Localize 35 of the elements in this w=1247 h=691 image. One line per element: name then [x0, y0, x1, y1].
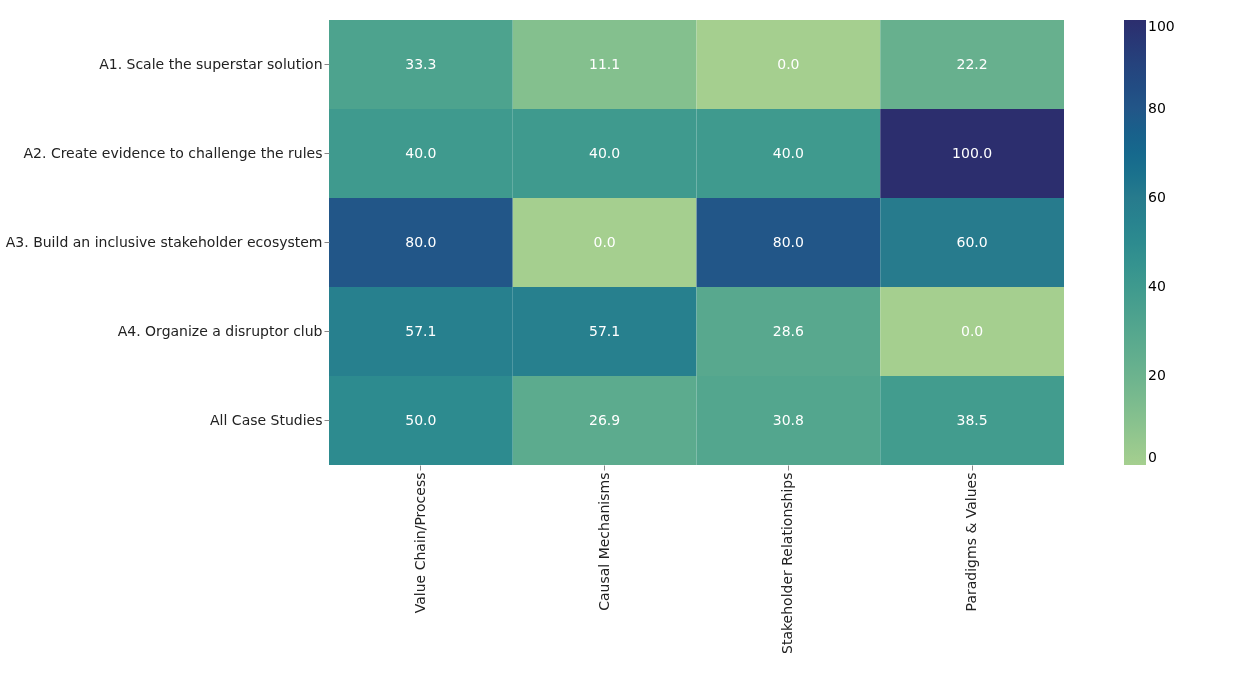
data-label: 30.8	[772, 411, 804, 428]
color-bar-label: 0	[1148, 449, 1157, 465]
y-tick-label: All Case Studies	[210, 411, 323, 428]
data-label: 80.0	[772, 233, 804, 250]
color-bar-label: 20	[1148, 367, 1166, 383]
data-label: 50.0	[405, 411, 437, 428]
color-bar-label: 60	[1148, 189, 1166, 205]
x-tick-label: Paradigms & Values	[963, 472, 980, 612]
color-bar-label: 80	[1148, 100, 1166, 116]
x-tick-label: Causal Mechanisms	[595, 472, 612, 611]
y-tick-label: A3. Build an inclusive stakeholder ecosystem	[5, 233, 323, 250]
data-label: 40.0	[772, 144, 804, 161]
x-tick-label: Value Chain/Process	[411, 472, 428, 614]
data-label: 0.0	[593, 233, 616, 250]
color-bar-label: 40	[1148, 278, 1166, 294]
data-label: 57.1	[589, 322, 621, 339]
y-tick-label: A4. Organize a disruptor club	[117, 322, 323, 339]
data-label: 100.0	[952, 144, 993, 161]
data-label: 60.0	[956, 233, 988, 250]
data-label: 57.1	[405, 322, 437, 339]
data-label: 28.6	[772, 322, 805, 339]
data-label: 0.0	[777, 55, 800, 72]
data-label: 80.0	[405, 233, 437, 250]
data-label: 40.0	[405, 144, 437, 161]
data-label: 33.3	[405, 55, 437, 72]
data-label: 22.2	[956, 55, 988, 72]
y-tick-label: A2. Create evidence to challenge the rules	[23, 144, 323, 161]
data-label: 26.9	[589, 411, 621, 428]
y-tick-label: A1. Scale the superstar solution	[99, 55, 323, 72]
data-label: 38.5	[956, 411, 988, 428]
data-label: 0.0	[960, 322, 984, 339]
data-label: 40.0	[589, 144, 621, 161]
color-bar-label: 100	[1148, 18, 1175, 34]
data-label: 11.1	[589, 55, 621, 72]
x-tick-label: Stakeholder Relationships	[779, 472, 796, 654]
